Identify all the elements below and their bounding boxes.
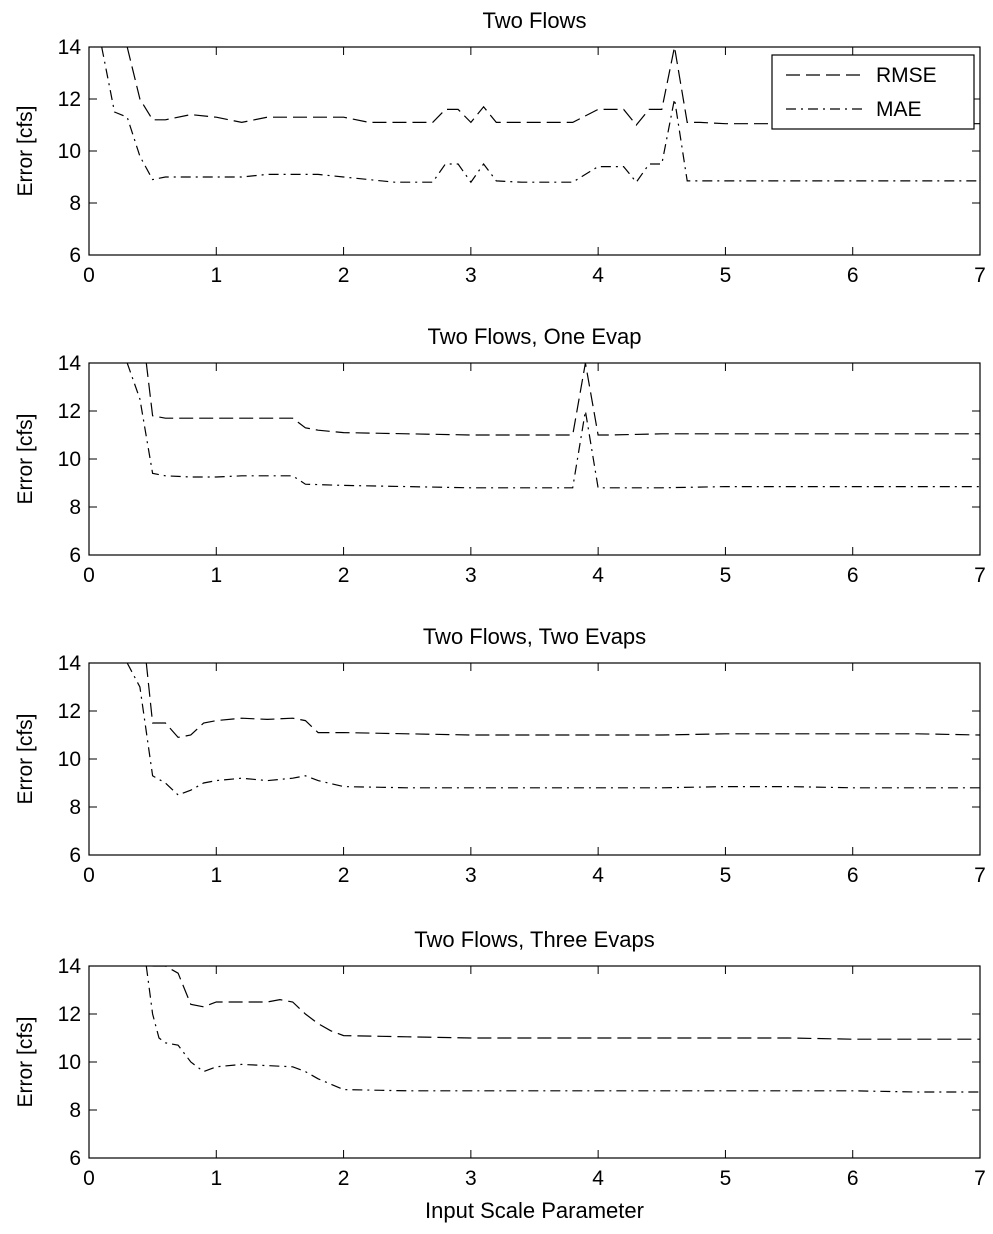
- y-tick-label: 12: [58, 1003, 81, 1026]
- x-tick-label: 5: [720, 864, 732, 887]
- y-tick-label: 14: [58, 36, 82, 59]
- x-tick-label: 3: [465, 264, 477, 287]
- legend-label-mae: MAE: [876, 98, 922, 121]
- x-tick-label: 2: [338, 564, 350, 587]
- y-tick-label: 14: [58, 352, 82, 375]
- x-tick-label: 0: [83, 564, 95, 587]
- x-tick-label: 3: [465, 864, 477, 887]
- x-tick-label: 3: [465, 1167, 477, 1190]
- y-axis-label: Error [cfs]: [14, 105, 37, 196]
- x-tick-label: 6: [847, 1167, 859, 1190]
- x-tick-label: 7: [974, 564, 986, 587]
- x-tick-label: 3: [465, 564, 477, 587]
- y-axis-label: Error [cfs]: [14, 713, 37, 804]
- x-tick-label: 7: [974, 864, 986, 887]
- x-tick-label: 5: [720, 264, 732, 287]
- x-tick-label: 6: [847, 264, 859, 287]
- x-tick-label: 7: [974, 1167, 986, 1190]
- y-tick-label: 14: [58, 955, 82, 978]
- y-tick-label: 6: [69, 244, 81, 267]
- x-tick-label: 4: [592, 864, 604, 887]
- x-tick-label: 4: [592, 1167, 604, 1190]
- y-tick-label: 10: [58, 748, 81, 771]
- y-tick-label: 10: [58, 1051, 81, 1074]
- y-tick-label: 12: [58, 700, 81, 723]
- x-tick-label: 0: [83, 864, 95, 887]
- panel-title: Two Flows: [483, 8, 587, 33]
- series-line-mae: [145, 966, 980, 1093]
- series-line-rmse: [145, 363, 980, 436]
- x-tick-label: 1: [210, 864, 222, 887]
- x-tick-label: 4: [592, 264, 604, 287]
- y-axis-label: Error [cfs]: [14, 1016, 37, 1107]
- series-line-mae: [126, 663, 980, 796]
- x-tick-label: 6: [847, 564, 859, 587]
- series-line-mae: [101, 47, 980, 184]
- panel-title: Two Flows, Two Evaps: [423, 624, 646, 649]
- y-axis-label: Error [cfs]: [14, 413, 37, 504]
- x-axis-label: Input Scale Parameter: [425, 1198, 644, 1223]
- x-tick-label: 5: [720, 564, 732, 587]
- x-tick-label: 4: [592, 564, 604, 587]
- plot-frame: [88, 965, 981, 1159]
- x-tick-label: 7: [974, 264, 986, 287]
- y-tick-label: 10: [58, 448, 81, 471]
- x-tick-label: 1: [210, 564, 222, 587]
- y-tick-label: 10: [58, 140, 81, 163]
- y-tick-label: 6: [69, 844, 81, 867]
- panel-title: Two Flows, One Evap: [428, 324, 642, 349]
- plot-frame: [88, 662, 981, 856]
- y-tick-label: 12: [58, 400, 81, 423]
- y-tick-label: 6: [69, 544, 81, 567]
- x-tick-label: 0: [83, 1167, 95, 1190]
- y-tick-label: 8: [69, 496, 81, 519]
- y-tick-label: 8: [69, 1099, 81, 1122]
- y-tick-label: 8: [69, 192, 81, 215]
- x-tick-label: 6: [847, 864, 859, 887]
- y-tick-label: 14: [58, 652, 82, 675]
- x-tick-label: 1: [210, 264, 222, 287]
- series-line-rmse: [152, 966, 980, 1040]
- series-line-rmse: [145, 663, 980, 739]
- x-tick-label: 2: [338, 264, 350, 287]
- x-tick-label: 5: [720, 1167, 732, 1190]
- legend-label-rmse: RMSE: [876, 64, 937, 87]
- y-tick-label: 6: [69, 1147, 81, 1170]
- x-tick-label: 1: [210, 1167, 222, 1190]
- legend-box: [771, 54, 975, 130]
- series-line-mae: [126, 363, 980, 489]
- legend: RMSE MAE: [771, 54, 975, 130]
- y-tick-label: 8: [69, 796, 81, 819]
- x-tick-label: 2: [338, 864, 350, 887]
- series-line-rmse: [126, 47, 980, 126]
- y-tick-label: 12: [58, 88, 81, 111]
- x-tick-label: 0: [83, 264, 95, 287]
- panel-title: Two Flows, Three Evaps: [414, 927, 654, 952]
- x-tick-label: 2: [338, 1167, 350, 1190]
- plot-frame: [88, 362, 981, 556]
